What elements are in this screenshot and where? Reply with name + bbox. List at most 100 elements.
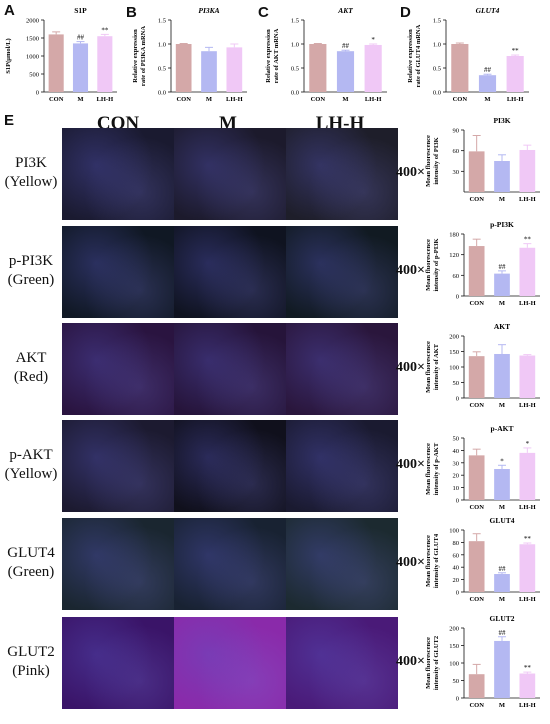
chart-if-p-pi3k: p-PI3K Mean fluorescenceintensity of p-PI…	[420, 218, 548, 318]
significance-mark: ##	[484, 66, 492, 74]
chart-title: p-PI3K	[490, 220, 514, 229]
chart-if-glut4: GLUT4 Mean fluorescenceintensity of GLUT4…	[420, 514, 548, 614]
magnification-label: 400×	[396, 555, 425, 570]
significance-mark: **	[524, 535, 532, 543]
x-tick-label: LH-H	[519, 504, 536, 511]
x-tick-label: M	[77, 96, 83, 103]
y-tick-label: 90	[453, 128, 460, 135]
y-tick-label: 50	[453, 436, 460, 443]
row-label-marker: AKT	[15, 350, 47, 366]
y-tick-label: 10	[453, 485, 460, 492]
chart-svg: p-PI3K Mean fluorescenceintensity of p-PI…	[425, 220, 540, 307]
chart-svg: GLUT2 Mean fluorescenceintensity of GLUT2…	[425, 614, 540, 709]
x-tick-label: M	[206, 96, 212, 103]
chart-if-p-akt: p-AKT Mean fluorescenceintensity of p-AKT…	[420, 422, 548, 522]
chart-svg: p-AKT Mean fluorescenceintensity of p-AKT…	[425, 424, 540, 511]
y-tick-label: 500	[29, 72, 39, 79]
y-tick-label: 1.0	[291, 42, 299, 49]
y-tick-label: 0	[456, 696, 459, 703]
fluorescence-image	[286, 128, 398, 220]
row-label-marker: p-AKT	[9, 447, 53, 463]
significance-mark: ##	[77, 34, 85, 42]
y-tick-label: 100	[449, 528, 459, 535]
x-tick-label: LH-H	[226, 96, 243, 103]
panel-letter-b: B	[126, 4, 137, 21]
x-tick-label: CON	[469, 402, 484, 409]
y-axis-label-line: Mean fluorescence	[425, 239, 432, 291]
magnification-label: 400×	[396, 263, 425, 278]
y-tick-label: 0	[456, 294, 459, 301]
x-tick-label: LH-H	[519, 300, 536, 307]
bar	[519, 247, 536, 296]
y-tick-label: 0	[36, 90, 39, 97]
bar	[226, 47, 243, 92]
y-axis-label: S1P(μmol/L)	[5, 38, 12, 73]
y-tick-label: 120	[449, 252, 459, 259]
significance-mark: *	[500, 457, 504, 465]
significance-mark: *	[526, 440, 530, 448]
chart-pi3ka: PI3KA Relative expressionrate of PI3KA mR…	[127, 4, 255, 114]
chart-title: AKT	[494, 322, 510, 331]
x-tick-label: M	[342, 96, 348, 103]
y-axis-label-line: intensity of AKT	[433, 343, 440, 390]
bar	[48, 34, 64, 92]
y-axis-label: Mean fluorescenceintensity of AKT	[425, 341, 440, 393]
x-tick-label: LH-H	[519, 702, 536, 709]
y-axis-label-line: Mean fluorescence	[425, 135, 432, 187]
y-axis-label: Mean fluorescenceintensity of GLUT2	[425, 636, 440, 690]
chart-if-glut2: GLUT2 Mean fluorescenceintensity of GLUT2…	[420, 612, 548, 720]
y-tick-label: 0.5	[433, 66, 441, 73]
x-tick-label: LH-H	[519, 596, 536, 603]
significance-mark: **	[512, 47, 520, 55]
row-label-marker: p-PI3K	[8, 253, 54, 269]
significance-mark: ##	[342, 42, 350, 50]
bar	[364, 44, 382, 92]
x-tick-label: CON	[469, 702, 484, 709]
y-axis-label-line: intensity of GLUT4	[433, 533, 440, 588]
fluorescence-image	[174, 420, 286, 512]
bar	[519, 149, 536, 192]
y-tick-label: 1.5	[433, 18, 441, 25]
bar	[336, 51, 355, 92]
x-tick-label: M	[499, 596, 505, 603]
fluorescence-image	[62, 226, 174, 318]
bar	[468, 541, 485, 592]
bar	[494, 469, 510, 500]
x-tick-label: LH-H	[507, 96, 524, 103]
panel-letter-e: E	[4, 112, 15, 129]
panel-letter-a: A	[4, 2, 15, 19]
fluorescence-image	[62, 128, 174, 220]
x-tick-label: CON	[469, 504, 484, 511]
row-label: GLUT4 (Green)	[0, 544, 62, 582]
y-tick-label: 60	[453, 552, 460, 559]
y-tick-label: 1000	[26, 54, 39, 61]
bar	[494, 353, 510, 398]
x-tick-label: LH-H	[97, 96, 114, 103]
row-label-color: (Pink)	[12, 663, 50, 679]
y-tick-label: 200	[449, 626, 459, 633]
fluorescence-image	[62, 518, 174, 610]
bar	[494, 161, 510, 192]
y-tick-label: 60	[453, 273, 460, 280]
y-axis-label-line: Relative expression	[265, 29, 272, 83]
chart-if-pi3k: PI3K Mean fluorescenceintensity of PI3K 30…	[420, 114, 548, 214]
chart-title: AKT	[337, 6, 353, 15]
y-axis-label-line: Mean fluorescence	[425, 637, 432, 689]
row-label-marker: GLUT4	[7, 545, 55, 561]
y-axis-label-line: intensity of PI3K	[433, 137, 440, 184]
y-tick-label: 180	[449, 232, 459, 239]
fluorescence-image	[174, 226, 286, 318]
y-tick-label: 0.5	[158, 66, 166, 73]
chart-if-akt: AKT Mean fluorescenceintensity of AKT 0 50 1…	[420, 320, 548, 420]
y-tick-label: 0.5	[291, 66, 299, 73]
fluorescence-image	[286, 323, 398, 415]
y-tick-label: 1.0	[433, 42, 441, 49]
bar	[478, 75, 497, 92]
y-axis-label: Relative expressionrate of AKT mRNA	[265, 28, 280, 83]
fluorescence-image	[174, 323, 286, 415]
bar	[451, 44, 469, 92]
y-axis-label: Mean fluorescenceintensity of GLUT4	[425, 533, 440, 588]
fluorescence-image	[286, 420, 398, 512]
y-axis-label-line: intensity of p-PI3K	[433, 238, 440, 291]
bar	[519, 673, 536, 698]
